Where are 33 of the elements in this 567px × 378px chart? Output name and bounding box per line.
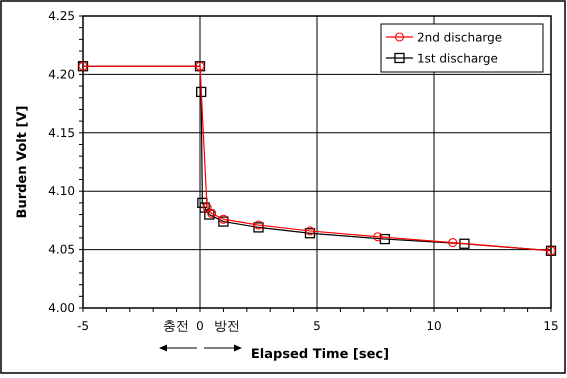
legend-label: 2nd discharge bbox=[417, 30, 502, 44]
point bbox=[202, 203, 212, 212]
point bbox=[304, 228, 316, 238]
y-tick-label: 4.15 bbox=[48, 126, 75, 140]
y-axis-title: Burden Volt [V] bbox=[15, 106, 30, 218]
point bbox=[448, 238, 458, 248]
point bbox=[380, 234, 390, 244]
y-tick-label: 4.05 bbox=[48, 242, 75, 257]
legend-label: 1st discharge bbox=[417, 52, 498, 66]
point bbox=[196, 86, 206, 98]
text: 충전 bbox=[163, 319, 189, 334]
point bbox=[200, 202, 210, 213]
y-tick-label: 4.20 bbox=[48, 67, 75, 82]
y-tick-label: 4.00 bbox=[48, 301, 75, 315]
point bbox=[253, 222, 264, 233]
y-tick-label: 4.10 bbox=[48, 184, 75, 198]
x-tick-label: 10 bbox=[426, 319, 442, 333]
point bbox=[204, 209, 215, 220]
text: 방전 bbox=[214, 319, 240, 334]
point bbox=[373, 232, 382, 242]
x-tick-label: 15 bbox=[543, 319, 559, 333]
x-axis-title: Elapsed Time [sec] bbox=[250, 347, 390, 362]
x-tick-label: 5 bbox=[313, 319, 321, 333]
point bbox=[254, 220, 264, 230]
point bbox=[459, 238, 470, 249]
point bbox=[218, 214, 228, 224]
point bbox=[218, 216, 229, 227]
point bbox=[207, 208, 216, 218]
y-tick-label: 4.25 bbox=[48, 9, 75, 23]
x-tick-label: 0 bbox=[196, 319, 204, 333]
point bbox=[305, 226, 315, 236]
point bbox=[197, 198, 208, 208]
x-tick-label: -5 bbox=[77, 319, 89, 333]
